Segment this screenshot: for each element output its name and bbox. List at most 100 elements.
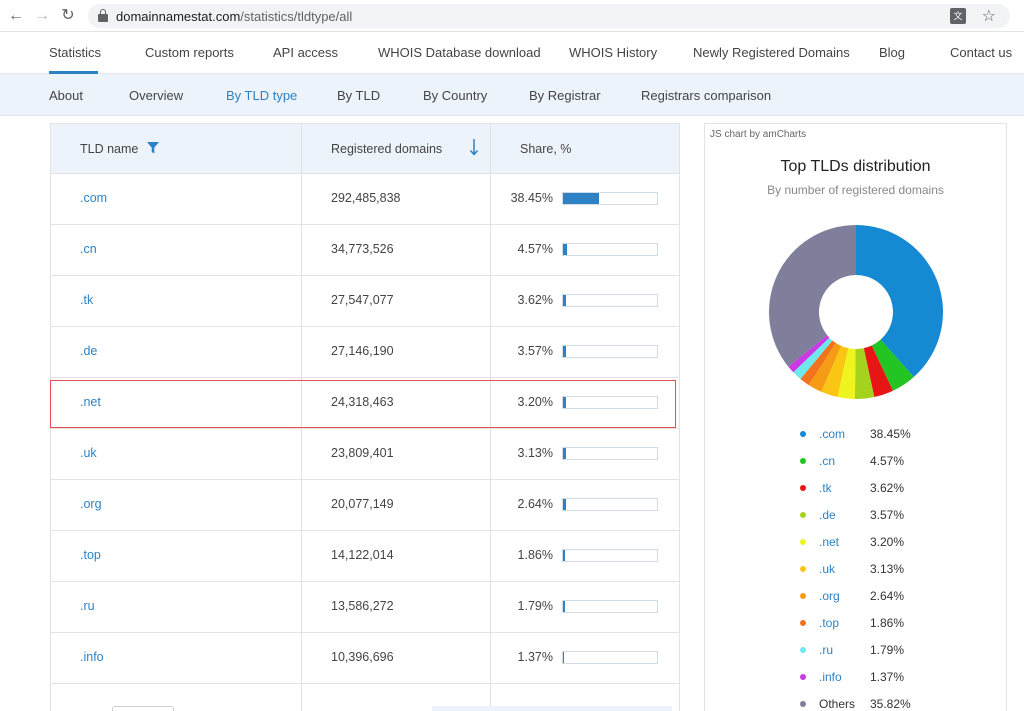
subnav-by-tld[interactable]: By TLD [337, 88, 381, 103]
column-divider [301, 123, 302, 711]
legend-item[interactable]: .net 3.20% [800, 534, 950, 550]
nav-statistics[interactable]: Statistics [49, 45, 102, 60]
legend-marker [800, 620, 806, 626]
share-bar [562, 243, 658, 256]
tld-link[interactable]: .com [80, 191, 108, 205]
legend-item[interactable]: .info 1.37% [800, 669, 950, 685]
legend-item[interactable]: .cn 4.57% [800, 453, 950, 469]
header-share[interactable]: Share, % [520, 142, 572, 156]
legend-label: .tk [819, 481, 832, 495]
table-header: TLD name Registered domains Share, % [51, 123, 679, 174]
sort-down-arrow-icon[interactable] [469, 138, 479, 156]
tld-link[interactable]: .ru [80, 599, 95, 613]
share-bar [562, 447, 658, 460]
forward-icon[interactable]: → [34, 7, 50, 24]
donut-slice-top[interactable] [800, 340, 836, 385]
subnav-by-country[interactable]: By Country [423, 88, 488, 103]
share-value: 4.57% [517, 242, 553, 256]
highlighted-row-outline [50, 380, 676, 428]
legend-label: .ru [819, 643, 834, 657]
share-bar [562, 498, 658, 511]
legend-marker [800, 674, 806, 680]
legend-item[interactable]: .ru 1.79% [800, 642, 950, 658]
legend-item[interactable]: Others 35.82% [800, 696, 950, 711]
subnav-overview[interactable]: Overview [129, 88, 184, 103]
donut-slice-de[interactable] [854, 348, 875, 399]
legend-marker [800, 458, 806, 464]
donut-slice-net[interactable] [837, 348, 856, 399]
donut-slice-info[interactable] [788, 335, 830, 373]
tld-link[interactable]: .de [80, 344, 98, 358]
chart-credit[interactable]: JS chart by amCharts [710, 129, 807, 140]
subnav-about[interactable]: About [49, 88, 83, 103]
tld-link[interactable]: .net [80, 395, 101, 409]
table-row: .ru 13,586,272 1.79% [51, 582, 679, 633]
donut-slice-Others[interactable] [769, 225, 856, 367]
donut-slice-cn[interactable] [871, 339, 914, 391]
reload-icon[interactable]: ↻ [61, 7, 75, 24]
donut-slice-org[interactable] [808, 343, 842, 392]
donut-slice-uk[interactable] [821, 345, 849, 398]
pagination[interactable] [432, 706, 672, 711]
browser-toolbar: ← → ↻ domainnamestat.com/statistics/tldt… [0, 0, 1024, 32]
tld-link[interactable]: .info [80, 650, 104, 664]
tld-link[interactable]: .cn [80, 242, 97, 256]
share-bar-fill [563, 601, 565, 612]
table-row: .cn 34,773,526 4.57% [51, 225, 679, 276]
registered-domains-value: 10,396,696 [331, 650, 394, 664]
share-bar [562, 651, 658, 664]
subnav-registrars-comparison[interactable]: Registrars comparison [641, 88, 772, 103]
legend-label: .de [819, 508, 836, 522]
header-registered-domains[interactable]: Registered domains [331, 142, 443, 156]
donut-slice-tk[interactable] [863, 345, 893, 398]
registered-domains-value: 27,146,190 [331, 344, 394, 358]
legend-value: 2.64% [870, 589, 905, 603]
translate-icon[interactable]: 文 [950, 8, 966, 24]
legend-item[interactable]: .uk 3.13% [800, 561, 950, 577]
share-bar-fill [563, 346, 567, 357]
legend-value: 3.62% [870, 481, 905, 495]
legend-value: 1.37% [870, 670, 905, 684]
page-size-select[interactable] [112, 706, 174, 711]
legend-item[interactable]: .com 38.45% [800, 426, 950, 442]
back-icon[interactable]: ← [8, 7, 24, 24]
registered-domains-value: 13,586,272 [331, 599, 394, 613]
legend-marker [800, 701, 806, 707]
filter-icon[interactable] [147, 142, 159, 154]
subnav-by-registrar[interactable]: By Registrar [529, 88, 601, 103]
nav-contact-us[interactable]: Contact us [950, 45, 1013, 60]
legend-value: 35.82% [870, 697, 911, 711]
nav-newly-registered-domains[interactable]: Newly Registered Domains [693, 45, 850, 60]
legend-item[interactable]: .de 3.57% [800, 507, 950, 523]
tld-link[interactable]: .tk [80, 293, 94, 307]
nav-api-access[interactable]: API access [273, 45, 339, 60]
share-bar-fill [563, 244, 568, 255]
legend-label: .top [819, 616, 840, 630]
donut-slice-ru[interactable] [793, 337, 833, 379]
nav-whois-database-download[interactable]: WHOIS Database download [378, 45, 541, 60]
address-bar[interactable]: domainnamestat.com/statistics/tldtype/al… [88, 4, 1010, 28]
legend-item[interactable]: .tk 3.62% [800, 480, 950, 496]
bookmark-star-icon[interactable]: ☆ [981, 8, 996, 25]
legend-item[interactable]: .top 1.86% [800, 615, 950, 631]
nav-whois-history[interactable]: WHOIS History [569, 45, 658, 60]
subnav-by-tld-type[interactable]: By TLD type [226, 88, 298, 103]
tld-link[interactable]: .uk [80, 446, 97, 460]
donut-slice-com[interactable] [856, 225, 943, 378]
legend-label: .net [819, 535, 840, 549]
share-bar-fill [563, 397, 566, 408]
share-bar-fill [563, 193, 600, 204]
nav-blog[interactable]: Blog [879, 45, 906, 60]
legend-marker [800, 539, 806, 545]
nav-custom-reports[interactable]: Custom reports [145, 45, 234, 60]
table-row: .uk 23,809,401 3.13% [51, 429, 679, 480]
legend-marker [800, 566, 806, 572]
share-bar [562, 294, 658, 307]
donut-chart[interactable] [768, 224, 944, 400]
header-tld-name[interactable]: TLD name [80, 142, 139, 156]
legend-item[interactable]: .org 2.64% [800, 588, 950, 604]
tld-link[interactable]: .org [80, 497, 102, 511]
tld-link[interactable]: .top [80, 548, 101, 562]
share-bar-fill [563, 295, 567, 306]
share-value: 3.20% [517, 395, 553, 409]
